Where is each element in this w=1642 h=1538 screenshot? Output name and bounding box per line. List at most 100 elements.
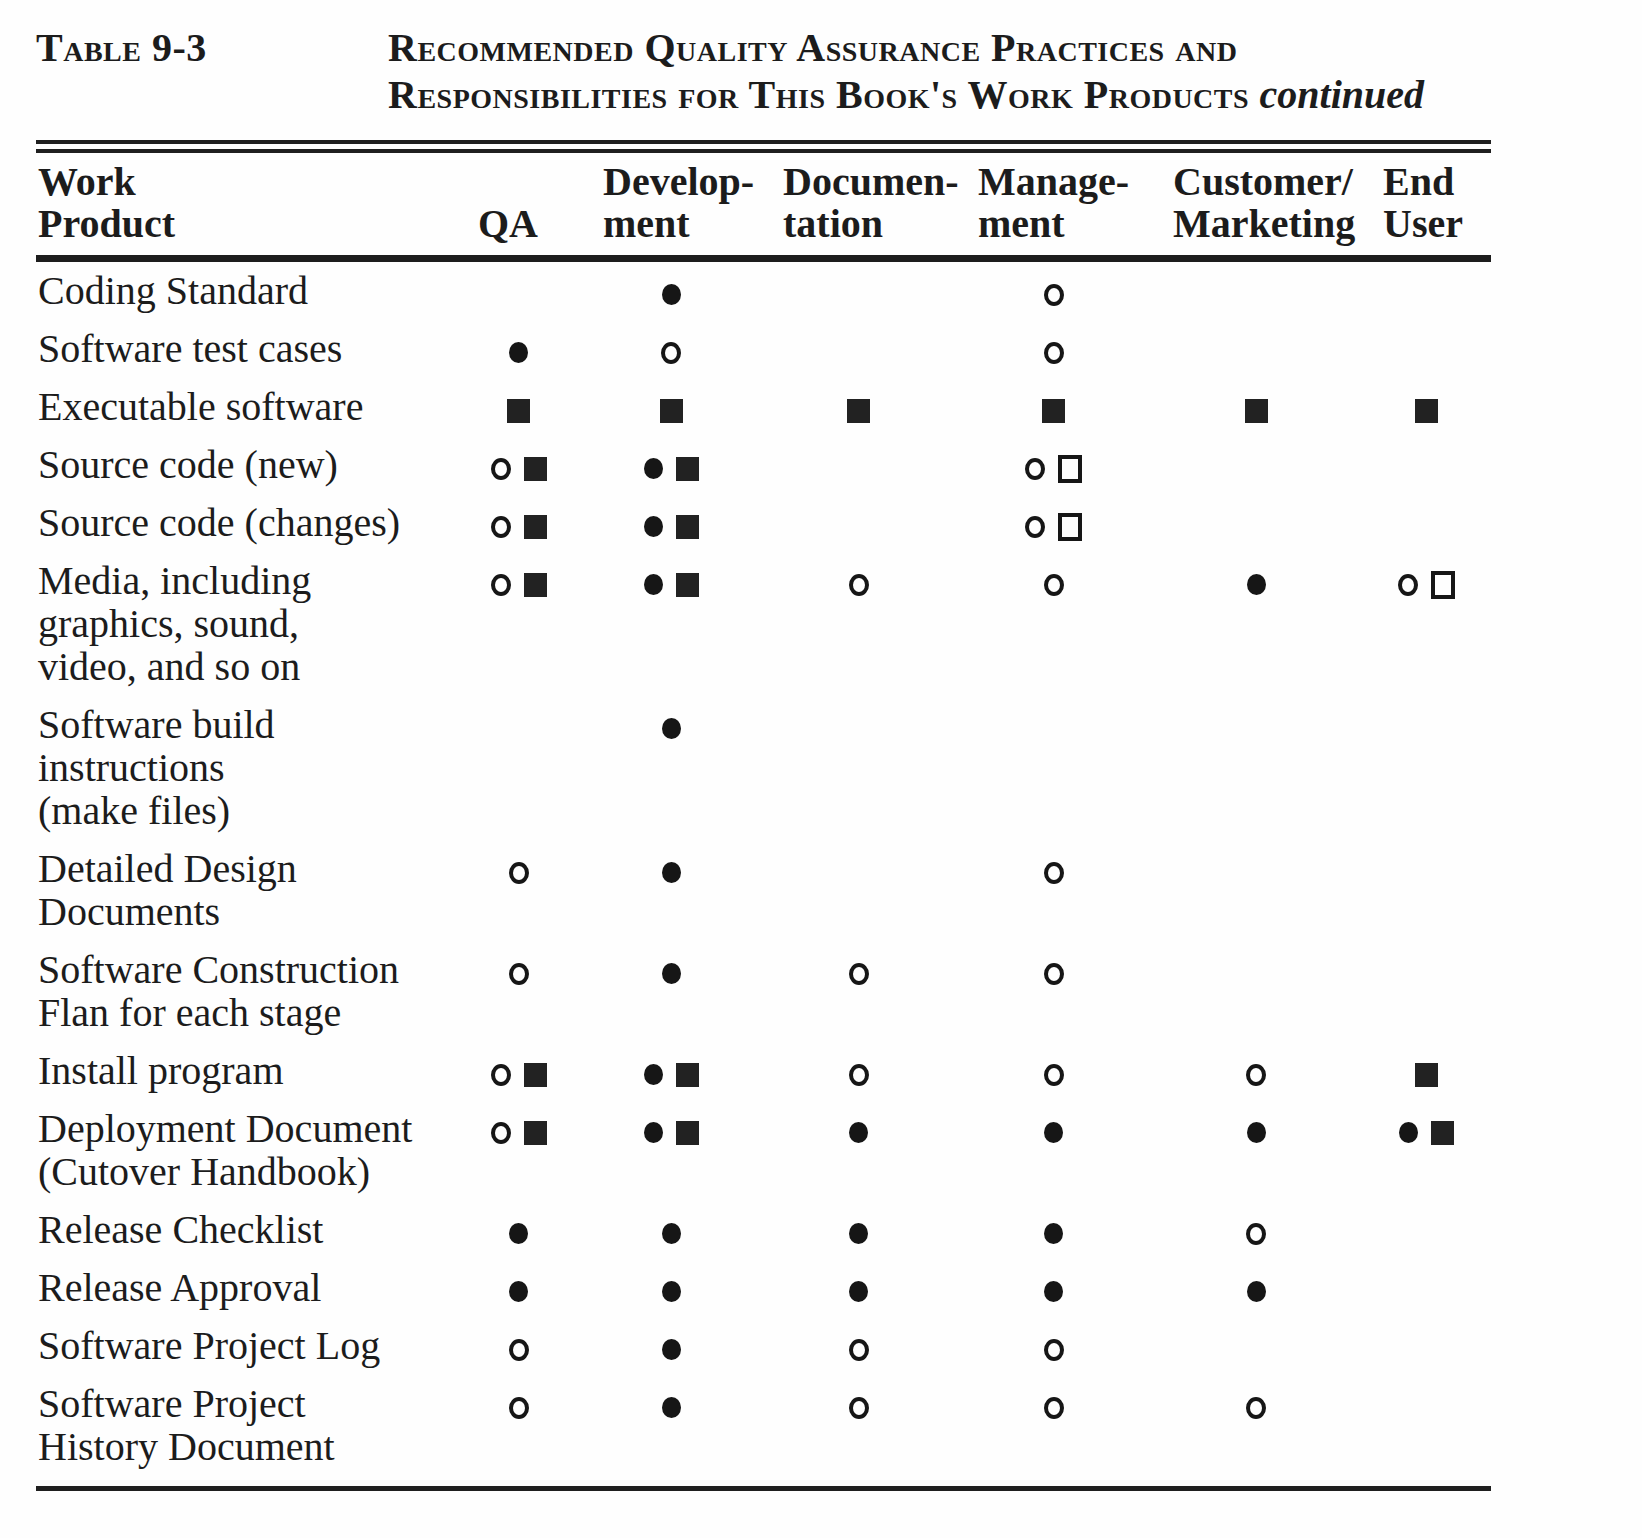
filled-square-icon xyxy=(1415,399,1438,423)
filled-circle-icon xyxy=(644,1064,663,1085)
cell-customer-marketing xyxy=(1151,941,1361,1042)
open-circle-icon xyxy=(1044,342,1064,364)
filled-circle-icon xyxy=(1247,574,1266,595)
table-row: Executable software xyxy=(36,378,1491,436)
open-circle-icon xyxy=(1044,284,1064,306)
cell-end-user xyxy=(1361,259,1491,321)
table-row: Software Project History Document xyxy=(36,1375,1491,1476)
open-circle-icon xyxy=(1044,963,1064,985)
work-product-label: Deployment Document (Cutover Handbook) xyxy=(36,1100,456,1201)
filled-circle-icon xyxy=(1247,1122,1266,1143)
cell-management xyxy=(956,494,1151,552)
cell-customer-marketing xyxy=(1151,494,1361,552)
cell-customer-marketing xyxy=(1151,259,1361,321)
open-circle-icon xyxy=(849,1339,869,1361)
work-product-label: Source code (changes) xyxy=(36,494,456,552)
filled-square-icon xyxy=(676,1121,699,1145)
filled-circle-icon xyxy=(662,1339,681,1360)
table-row: Media, including graphics, sound, video,… xyxy=(36,552,1491,696)
filled-circle-icon xyxy=(662,1223,681,1244)
header-row: Work Product QA Develop- ment Documen- t… xyxy=(36,153,1491,259)
column-header-qa: QA xyxy=(456,153,581,259)
work-product-label: Software Project History Document xyxy=(36,1375,456,1476)
work-product-label: Software build instructions (make files) xyxy=(36,696,456,840)
filled-circle-icon xyxy=(849,1223,868,1244)
open-circle-icon xyxy=(1025,516,1045,538)
open-circle-icon xyxy=(1044,862,1064,884)
cell-management xyxy=(956,1317,1151,1375)
work-product-label: Software Project Log xyxy=(36,1317,456,1375)
filled-square-icon xyxy=(507,399,530,423)
cell-management xyxy=(956,552,1151,696)
open-circle-icon xyxy=(491,1064,511,1086)
table-title-line1: Recommended Quality Assurance Practices … xyxy=(388,24,1424,71)
cell-management xyxy=(956,1042,1151,1100)
filled-circle-icon xyxy=(644,516,663,537)
open-circle-icon xyxy=(1044,1064,1064,1086)
open-square-icon xyxy=(1058,513,1082,541)
cell-end-user xyxy=(1361,494,1491,552)
table-label: Table 9-3 xyxy=(36,24,388,71)
open-circle-icon xyxy=(491,574,511,596)
cell-management xyxy=(956,696,1151,840)
cell-end-user xyxy=(1361,1375,1491,1476)
table-top-rule xyxy=(36,140,1491,153)
filled-circle-icon xyxy=(509,342,528,363)
cell-end-user xyxy=(1361,696,1491,840)
cell-customer-marketing xyxy=(1151,840,1361,941)
filled-square-icon xyxy=(1042,399,1065,423)
cell-documentation xyxy=(761,494,956,552)
table-caption: Table 9-3 Recommended Quality Assurance … xyxy=(36,24,1491,120)
open-circle-icon xyxy=(1044,1339,1064,1361)
filled-square-icon xyxy=(524,573,547,597)
cell-qa xyxy=(456,259,581,321)
open-circle-icon xyxy=(509,1397,529,1419)
column-header-documentation: Documen- tation xyxy=(761,153,956,259)
scanned-book-page: Table 9-3 Recommended Quality Assurance … xyxy=(0,0,1642,1538)
open-circle-icon xyxy=(509,1339,529,1361)
work-product-label: Install program xyxy=(36,1042,456,1100)
work-product-label: Coding Standard xyxy=(36,259,456,321)
table-title-line2-wrap: Responsibilities for This Book's Work Pr… xyxy=(388,71,1424,118)
cell-end-user xyxy=(1361,1201,1491,1259)
cell-end-user xyxy=(1361,320,1491,378)
cell-qa xyxy=(456,1317,581,1375)
cell-development xyxy=(581,696,761,840)
cell-customer-marketing xyxy=(1151,378,1361,436)
cell-documentation xyxy=(761,1375,956,1476)
work-product-label: Media, including graphics, sound, video,… xyxy=(36,552,456,696)
cell-development xyxy=(581,320,761,378)
filled-square-icon xyxy=(660,399,683,423)
filled-square-icon xyxy=(676,573,699,597)
cell-documentation xyxy=(761,696,956,840)
table-header: Work Product QA Develop- ment Documen- t… xyxy=(36,153,1491,259)
cell-qa xyxy=(456,436,581,494)
table-body: Coding StandardSoftware test casesExecut… xyxy=(36,259,1491,1477)
column-header-management: Manage- ment xyxy=(956,153,1151,259)
cell-development xyxy=(581,259,761,321)
cell-development xyxy=(581,1375,761,1476)
cell-development xyxy=(581,1042,761,1100)
cell-documentation xyxy=(761,320,956,378)
cell-qa xyxy=(456,1100,581,1201)
cell-management xyxy=(956,1259,1151,1317)
filled-square-icon xyxy=(676,1063,699,1087)
table-row: Software Construction Flan for each stag… xyxy=(36,941,1491,1042)
cell-documentation xyxy=(761,840,956,941)
cell-documentation xyxy=(761,941,956,1042)
cell-qa xyxy=(456,696,581,840)
column-header-end-user: End User xyxy=(1361,153,1491,259)
filled-circle-icon xyxy=(644,458,663,479)
work-product-label: Software Construction Flan for each stag… xyxy=(36,941,456,1042)
cell-management xyxy=(956,378,1151,436)
cell-end-user xyxy=(1361,1042,1491,1100)
filled-circle-icon xyxy=(662,1397,681,1418)
table-title-line2: Responsibilities for This Book's Work Pr… xyxy=(388,72,1249,117)
open-circle-icon xyxy=(1044,574,1064,596)
cell-qa xyxy=(456,320,581,378)
table-title: Recommended Quality Assurance Practices … xyxy=(388,24,1424,118)
cell-documentation xyxy=(761,378,956,436)
open-square-icon xyxy=(1431,571,1455,599)
cell-management xyxy=(956,1100,1151,1201)
open-circle-icon xyxy=(849,1064,869,1086)
